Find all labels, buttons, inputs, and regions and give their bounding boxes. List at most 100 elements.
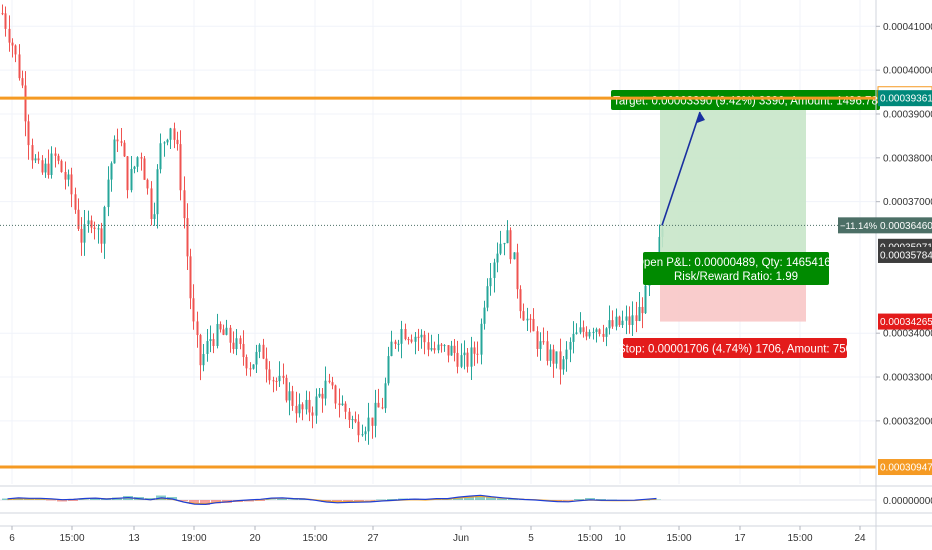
candle-body bbox=[305, 399, 308, 410]
candle-body bbox=[635, 315, 638, 321]
candle-body bbox=[31, 145, 34, 161]
candle-body bbox=[24, 85, 27, 122]
macd-histogram-bar bbox=[563, 500, 573, 501]
candle-body bbox=[513, 252, 516, 260]
candle-body bbox=[67, 174, 70, 180]
macd-histogram-bar bbox=[299, 499, 309, 500]
candle-body bbox=[136, 157, 139, 167]
candle-body bbox=[140, 157, 143, 159]
candle-body bbox=[21, 78, 24, 86]
candle-body bbox=[87, 220, 90, 225]
macd-histogram-bar bbox=[365, 500, 375, 501]
candle-body bbox=[275, 381, 278, 383]
candle-body bbox=[44, 163, 47, 173]
time-tick-label: 15:00 bbox=[302, 533, 327, 544]
pnl-label: Open P&L: 0.00000489, Qty: 14654161 bbox=[635, 257, 837, 269]
candle-body bbox=[199, 335, 202, 366]
candle-body bbox=[463, 352, 466, 356]
candle-body bbox=[486, 286, 489, 308]
price-tag-label: 0.00039361 bbox=[880, 94, 932, 105]
candle-body bbox=[582, 327, 585, 332]
time-tick-label: 19:00 bbox=[181, 533, 206, 544]
candle-body bbox=[489, 277, 492, 287]
candle-body bbox=[499, 243, 502, 254]
candle-body bbox=[552, 349, 555, 364]
candle-body bbox=[460, 355, 463, 367]
candle-body bbox=[658, 236, 661, 255]
candle-body bbox=[631, 315, 634, 325]
macd-histogram-bar bbox=[475, 496, 485, 500]
candle-body bbox=[394, 341, 397, 344]
price-tag-label: 0.00034265 bbox=[880, 317, 932, 328]
time-tick-label: 6 bbox=[9, 533, 15, 544]
candle-body bbox=[476, 353, 479, 355]
candle-body bbox=[206, 341, 209, 354]
candle-body bbox=[156, 169, 159, 215]
candle-body bbox=[1, 13, 4, 15]
candle-body bbox=[440, 344, 443, 346]
horizontal-lines[interactable] bbox=[0, 96, 876, 469]
macd-histogram-bar bbox=[387, 499, 397, 500]
candle-body bbox=[64, 172, 67, 180]
long-position-tool[interactable]: Target: 0.00003390 (9.42%) 3390, Amount:… bbox=[611, 90, 880, 358]
candle-body bbox=[301, 404, 304, 410]
macd-line bbox=[7, 494, 657, 506]
candle-body bbox=[252, 364, 255, 369]
candle-body bbox=[519, 289, 522, 312]
candle-body bbox=[27, 121, 30, 146]
arrow-head-icon bbox=[697, 112, 705, 123]
time-tick-label: 20 bbox=[249, 533, 261, 544]
macd-histogram-bar bbox=[343, 500, 353, 502]
candle-body bbox=[437, 344, 440, 351]
candle-body bbox=[344, 403, 347, 412]
candle-body bbox=[539, 341, 542, 349]
candle-body bbox=[390, 341, 393, 357]
candle-body bbox=[453, 345, 456, 353]
candle-body bbox=[644, 285, 647, 314]
candlesticks bbox=[1, 4, 664, 445]
candle-body bbox=[569, 341, 572, 350]
time-tick-label: 13 bbox=[128, 533, 140, 544]
candle-body bbox=[532, 318, 535, 332]
candle-body bbox=[262, 344, 265, 359]
candle-body bbox=[235, 338, 238, 350]
candle-body bbox=[397, 343, 400, 345]
risk-reward-label: Risk/Reward Ratio: 1.99 bbox=[674, 271, 798, 283]
candle-body bbox=[367, 417, 370, 432]
candle-body bbox=[278, 375, 281, 382]
candle-body bbox=[192, 298, 195, 322]
candle-body bbox=[407, 339, 410, 341]
candle-body bbox=[249, 368, 252, 370]
candle-body bbox=[509, 230, 512, 260]
price-tag-box bbox=[878, 90, 932, 107]
candle-body bbox=[377, 402, 380, 408]
time-tick-label: Jun bbox=[453, 533, 469, 544]
candle-body bbox=[611, 320, 614, 327]
candle-body bbox=[47, 163, 50, 175]
candle-body bbox=[176, 139, 179, 145]
macd-histogram-bar bbox=[574, 499, 584, 500]
macd-histogram-bar bbox=[354, 500, 364, 501]
candle-body bbox=[351, 419, 354, 421]
candle-body bbox=[572, 333, 575, 342]
candle-body bbox=[163, 142, 166, 144]
candle-body bbox=[37, 158, 40, 161]
macd-histogram-bar bbox=[90, 498, 100, 500]
candle-body bbox=[400, 329, 403, 344]
candle-body bbox=[585, 331, 588, 337]
time-axis: 6 15:00 13 19:00 20 15:00 27 Jun 5 15:00 10 15:00 17… bbox=[0, 525, 932, 544]
candle-body bbox=[387, 356, 390, 384]
candle-body bbox=[641, 306, 644, 314]
price-tick-label: 0.00039000 bbox=[883, 109, 932, 120]
candle-body bbox=[212, 339, 215, 346]
candle-body bbox=[608, 320, 611, 329]
macd-histogram-bar bbox=[46, 500, 56, 501]
candle-body bbox=[285, 377, 288, 401]
candle-body bbox=[57, 155, 60, 161]
candle-body bbox=[242, 343, 245, 358]
candle-body bbox=[381, 407, 384, 409]
candle-body bbox=[321, 393, 324, 399]
candle-body bbox=[113, 139, 116, 164]
candle-body bbox=[146, 179, 149, 189]
